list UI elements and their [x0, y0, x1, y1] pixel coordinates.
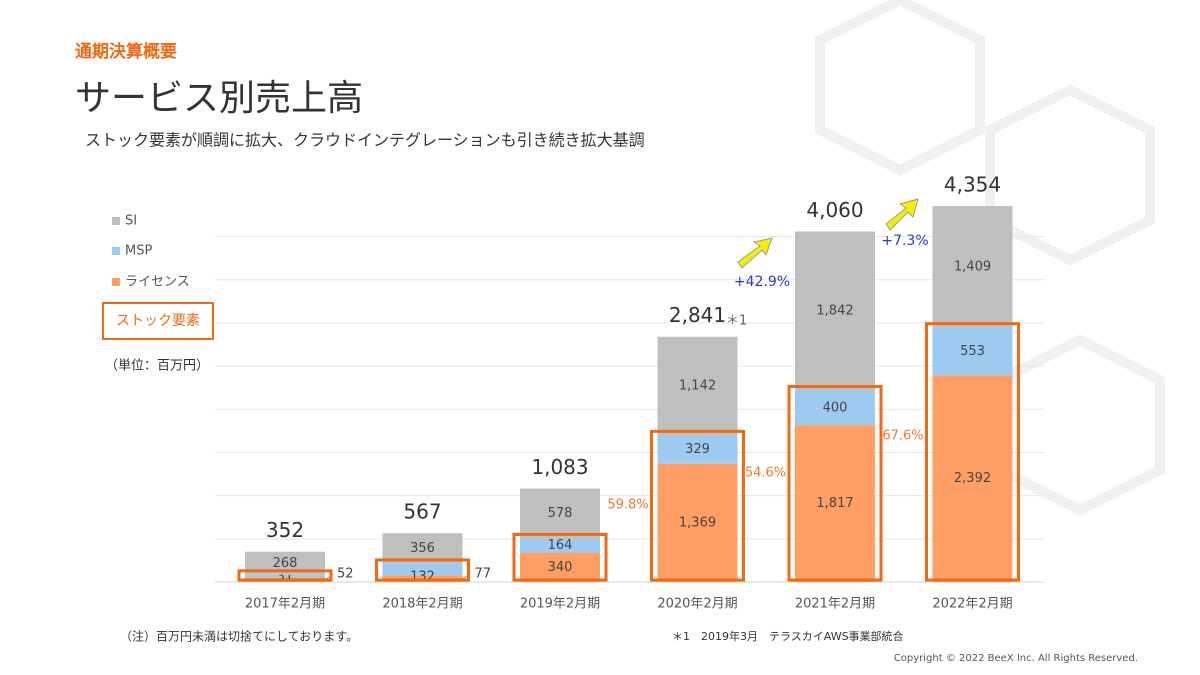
legend-swatch: [112, 247, 120, 255]
section-title: 通期決算概要: [75, 41, 177, 62]
legend-swatch: [112, 278, 120, 286]
x-tick-label: 2018年2月期: [382, 597, 462, 612]
note: （注）百万円未満は切捨てにしております。: [120, 629, 358, 644]
stock-box: [925, 322, 1020, 582]
x-tick-label: 2021年2月期: [795, 597, 875, 612]
bar-segment: [657, 435, 738, 464]
value-label: 1,817: [816, 496, 853, 511]
value-label: 2,392: [954, 471, 991, 486]
unit: （単位：百万円）: [105, 358, 209, 374]
value-label: 553: [960, 344, 985, 359]
total-label: 4,060: [806, 198, 863, 222]
note-mark: ＊1: [726, 314, 747, 329]
bar-segment: [245, 574, 325, 578]
legend-label: ライセンス: [125, 275, 190, 290]
legend-label: SI: [125, 214, 137, 229]
stock-legend-box: [102, 302, 214, 340]
bar-segment: [245, 551, 325, 575]
stock-box: [237, 569, 333, 582]
bar-segment: [932, 206, 1013, 328]
x-tick-label: 2022年2月期: [932, 597, 1012, 612]
value-label: 132: [410, 570, 435, 585]
growth-label: +7.3%: [881, 233, 928, 249]
stock-ratio: 59.8%: [607, 498, 648, 513]
value-label: 578: [548, 506, 573, 521]
bar-segment: [520, 552, 600, 582]
value-label: 400: [823, 400, 848, 415]
bar-segment: [657, 463, 738, 582]
value-label: 268: [273, 556, 298, 571]
value-label: 340: [548, 560, 573, 575]
x-tick-label: 2019年2月期: [520, 597, 600, 612]
bar-segment: [657, 336, 738, 436]
value-label: 1,842: [816, 304, 853, 319]
value-label: 356: [410, 541, 435, 556]
subtitle: ストック要素が順調に拡大、クラウドインテグレーションも引き続き拡大基調: [85, 131, 645, 150]
x-tick-label: 2020年2月期: [657, 597, 737, 612]
stock-box: [787, 385, 883, 582]
copyright: Copyright © 2022 BeeX Inc. All Rights Re…: [894, 653, 1138, 664]
value-label: 1,142: [679, 379, 716, 394]
legend-swatch: [112, 217, 120, 225]
total-label: 2,841: [669, 303, 726, 327]
value-label: 164: [548, 538, 573, 553]
total-label: 352: [266, 518, 304, 542]
value-label: 52: [337, 567, 354, 582]
bar-segment: [932, 375, 1013, 582]
total-label: 567: [403, 500, 441, 524]
value-label: 77: [475, 567, 492, 582]
stock-box: [512, 532, 608, 582]
x-tick-label: 2017年2月期: [245, 597, 325, 612]
bar-segment: [932, 327, 1013, 376]
value-label: 1,409: [954, 259, 991, 274]
total-label: 4,354: [944, 173, 1001, 197]
legend-label: MSP: [125, 244, 152, 259]
title: サービス別売上高: [75, 78, 363, 119]
bar-segment: [795, 390, 875, 426]
growth-arrows: [737, 198, 919, 269]
bar-segment: [382, 563, 463, 576]
footnote: ＊1 2019年3月 テラスカイAWS事業部統合: [672, 629, 904, 643]
stock-box: [650, 429, 745, 582]
total-label: 1,083: [531, 455, 588, 479]
bar-segment: [520, 538, 600, 553]
bar-segment: [795, 231, 875, 391]
stock-box: [375, 558, 470, 582]
growth-label: +42.9%: [734, 274, 790, 290]
stock-ratio: 67.6%: [882, 429, 923, 444]
bar-segment: [520, 488, 600, 539]
stock-legend: ストック要素: [116, 313, 200, 329]
value-label: 1,369: [679, 515, 716, 530]
bar-segment: [795, 425, 875, 582]
stock-ratio: 54.6%: [745, 466, 786, 481]
value-label: 329: [685, 442, 710, 457]
